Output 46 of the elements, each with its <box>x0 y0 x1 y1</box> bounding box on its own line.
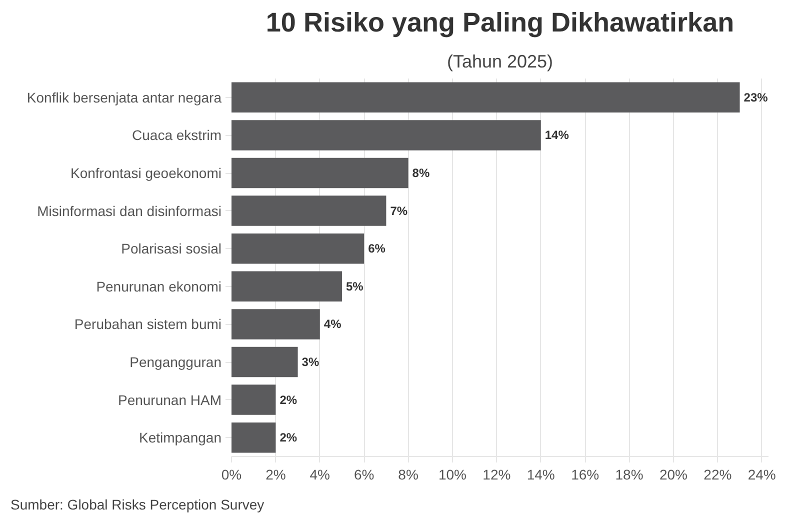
y-tick-label: Ketimpangan <box>138 430 222 446</box>
bar <box>232 422 276 453</box>
y-tick-label: Perubahan sistem bumi <box>74 316 222 332</box>
x-tick-label: 24% <box>748 466 776 482</box>
x-tick-label: 6% <box>354 466 374 482</box>
data-label: 6% <box>368 242 386 256</box>
x-tick-label: 14% <box>526 466 555 482</box>
x-tick-label: 0% <box>221 466 242 482</box>
bar <box>232 196 386 226</box>
y-tick-label: Polarisasi sosial <box>121 240 222 257</box>
bar <box>232 384 276 415</box>
y-tick-label: Pengangguran <box>130 354 222 370</box>
x-tick-label: 22% <box>704 466 732 482</box>
y-tick-label: Misinformasi dan disinformasi <box>37 202 222 219</box>
data-label: 2% <box>280 430 298 445</box>
bar <box>232 120 541 150</box>
bar <box>232 271 342 302</box>
data-label: 3% <box>302 355 320 369</box>
bar <box>232 158 408 188</box>
y-tick-label: Konflik bersenjata antar negara <box>26 89 222 106</box>
x-tick-label: 20% <box>659 466 688 482</box>
x-tick-label: 16% <box>571 466 600 482</box>
data-label: 4% <box>324 317 342 332</box>
y-tick-label: Penurunan ekonomi <box>96 278 222 294</box>
data-label: 14% <box>544 128 570 142</box>
y-tick-label: Cuaca ekstrim <box>132 127 222 144</box>
x-tick-label: 12% <box>482 466 511 482</box>
bar <box>232 309 320 340</box>
data-label: 5% <box>346 279 364 294</box>
chart-title: 10 Risiko yang Paling Dikhawatirkan <box>266 8 734 38</box>
bar <box>232 82 740 113</box>
data-label: 8% <box>412 166 430 180</box>
y-tick-label: Penurunan HAM <box>118 392 222 408</box>
data-label: 23% <box>744 90 768 104</box>
bar <box>232 233 364 264</box>
x-tick-label: 2% <box>266 466 286 482</box>
x-tick-label: 10% <box>438 466 467 482</box>
x-tick-label: 8% <box>398 466 418 482</box>
y-tick-label: Konfrontasi geoekonomi <box>70 165 222 181</box>
bar <box>232 346 298 378</box>
data-label: 7% <box>390 204 408 218</box>
text: Sumber: Global Risks Perception Survey <box>10 496 264 512</box>
data-label: 2% <box>280 392 298 407</box>
x-tick-label: 4% <box>310 466 330 482</box>
chart-subtitle: (Tahun 2025) <box>446 52 554 72</box>
x-tick-label: 18% <box>615 466 644 482</box>
